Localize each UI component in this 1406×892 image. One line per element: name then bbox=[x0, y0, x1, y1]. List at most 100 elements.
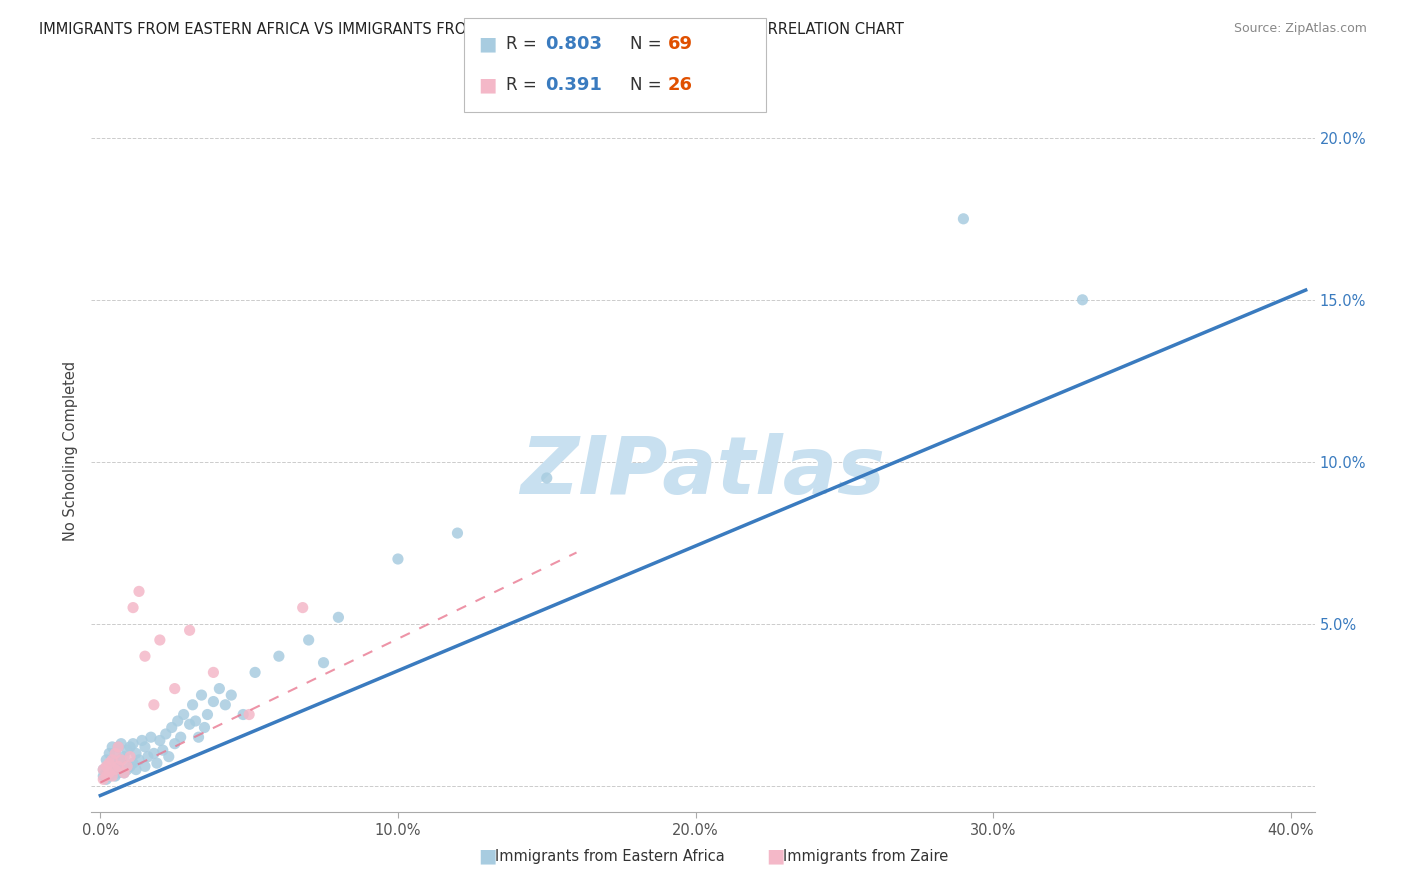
Point bbox=[1071, 293, 1094, 307]
Point bbox=[219, 688, 242, 702]
Text: 69: 69 bbox=[668, 35, 693, 53]
Point bbox=[107, 759, 129, 773]
Point bbox=[163, 737, 186, 751]
Point bbox=[179, 717, 201, 731]
Text: 0.391: 0.391 bbox=[546, 77, 602, 95]
Point bbox=[190, 688, 212, 702]
Point bbox=[193, 721, 215, 735]
Point bbox=[125, 763, 148, 777]
Point bbox=[101, 739, 124, 754]
Point bbox=[163, 681, 186, 696]
Point bbox=[160, 721, 183, 735]
Point bbox=[202, 695, 225, 709]
Point bbox=[184, 714, 207, 728]
Point bbox=[120, 759, 142, 773]
Point bbox=[96, 753, 118, 767]
Point bbox=[267, 649, 290, 664]
Point bbox=[104, 747, 127, 761]
Point bbox=[238, 707, 260, 722]
Point bbox=[98, 765, 121, 780]
Text: ■: ■ bbox=[478, 35, 496, 54]
Point bbox=[312, 656, 335, 670]
Point bbox=[134, 649, 156, 664]
Point bbox=[166, 714, 188, 728]
Point bbox=[104, 759, 127, 773]
Point bbox=[120, 739, 142, 754]
Point bbox=[122, 737, 145, 751]
Point bbox=[107, 756, 129, 771]
Point bbox=[146, 756, 169, 771]
Y-axis label: No Schooling Completed: No Schooling Completed bbox=[63, 360, 79, 541]
Point bbox=[91, 769, 114, 783]
Point bbox=[110, 737, 132, 751]
Point bbox=[98, 769, 121, 783]
Point bbox=[125, 747, 148, 761]
Point bbox=[96, 772, 118, 787]
Point bbox=[197, 707, 219, 722]
Text: N =: N = bbox=[630, 35, 666, 53]
Text: ■: ■ bbox=[478, 76, 496, 95]
Text: R =: R = bbox=[506, 77, 543, 95]
Point bbox=[115, 743, 138, 757]
Point bbox=[131, 733, 153, 747]
Point bbox=[152, 743, 174, 757]
Point bbox=[122, 756, 145, 771]
Point bbox=[328, 610, 350, 624]
Point bbox=[98, 756, 121, 771]
Text: ZIPatlas: ZIPatlas bbox=[520, 434, 886, 511]
Point bbox=[536, 471, 558, 485]
Point bbox=[232, 707, 254, 722]
Point bbox=[107, 739, 129, 754]
Point bbox=[107, 739, 129, 754]
Point bbox=[134, 759, 156, 773]
Point bbox=[208, 681, 231, 696]
Text: 0.803: 0.803 bbox=[546, 35, 603, 53]
Text: Immigrants from Eastern Africa: Immigrants from Eastern Africa bbox=[495, 849, 724, 863]
Point bbox=[98, 759, 121, 773]
Text: IMMIGRANTS FROM EASTERN AFRICA VS IMMIGRANTS FROM ZAIRE NO SCHOOLING COMPLETED C: IMMIGRANTS FROM EASTERN AFRICA VS IMMIGR… bbox=[39, 22, 904, 37]
Text: N =: N = bbox=[630, 77, 666, 95]
Point bbox=[179, 624, 201, 638]
Point bbox=[142, 698, 165, 712]
Point bbox=[104, 747, 127, 761]
Text: ■: ■ bbox=[766, 847, 785, 866]
Point bbox=[446, 526, 468, 541]
Point bbox=[115, 763, 138, 777]
Point bbox=[128, 753, 150, 767]
Point bbox=[181, 698, 204, 712]
Text: ■: ■ bbox=[478, 847, 496, 866]
Point bbox=[112, 749, 135, 764]
Point bbox=[107, 765, 129, 780]
Point bbox=[173, 707, 195, 722]
Point bbox=[96, 759, 118, 773]
Point bbox=[128, 584, 150, 599]
Point bbox=[112, 765, 135, 780]
Point bbox=[291, 600, 314, 615]
Point bbox=[157, 749, 180, 764]
Point bbox=[387, 552, 409, 566]
Point bbox=[91, 772, 114, 787]
Point bbox=[104, 769, 127, 783]
Text: 26: 26 bbox=[668, 77, 693, 95]
Point bbox=[110, 753, 132, 767]
Point bbox=[101, 756, 124, 771]
Point bbox=[149, 632, 172, 647]
Point bbox=[101, 769, 124, 783]
Point bbox=[112, 765, 135, 780]
Point bbox=[952, 211, 974, 226]
Text: Source: ZipAtlas.com: Source: ZipAtlas.com bbox=[1233, 22, 1367, 36]
Text: R =: R = bbox=[506, 35, 543, 53]
Point bbox=[98, 747, 121, 761]
Point bbox=[170, 730, 193, 744]
Point bbox=[91, 763, 114, 777]
Point bbox=[91, 763, 114, 777]
Point bbox=[122, 600, 145, 615]
Point bbox=[120, 749, 142, 764]
Point bbox=[110, 753, 132, 767]
Point bbox=[134, 739, 156, 754]
Point bbox=[149, 733, 172, 747]
Point bbox=[96, 765, 118, 780]
Point bbox=[298, 632, 321, 647]
Point bbox=[115, 759, 138, 773]
Point bbox=[142, 747, 165, 761]
